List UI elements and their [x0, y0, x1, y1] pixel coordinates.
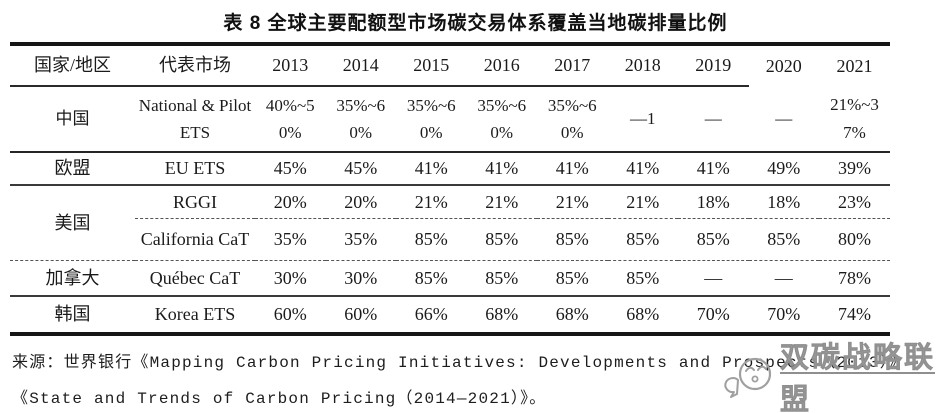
value-cell: 21% [466, 185, 537, 219]
market-cell: EU ETS [135, 152, 255, 186]
value-cell: 35%~60% [396, 86, 467, 153]
column-header-year: 2019 [678, 44, 749, 87]
column-header-year: 2016 [466, 44, 537, 87]
value-cell: 80% [819, 218, 890, 261]
value-cell: 21% [396, 185, 467, 219]
market-cell: California CaT [135, 218, 255, 261]
value-cell: 40%~50% [255, 86, 326, 153]
column-header-year: 2013 [255, 44, 326, 87]
value-cell: 18% [748, 185, 819, 219]
value-cell: 85% [396, 260, 467, 297]
market-cell: Québec CaT [135, 260, 255, 297]
value-cell: 21% [607, 185, 678, 219]
value-cell: 85% [607, 218, 678, 261]
column-header-year: 2017 [537, 44, 608, 87]
value-cell: 68% [555, 304, 589, 325]
table-header-row: 国家/地区 代表市场 2013 2014 2015 2016 2017 2018… [10, 44, 890, 87]
value-cell: 74% [838, 304, 871, 325]
value-cell: 45% [255, 152, 326, 186]
value-cell: 49% [748, 152, 819, 186]
value-cell: 60% [273, 304, 307, 325]
watermark-text: 双碳战略联盟 [780, 342, 936, 413]
watermark: 双碳战略联盟 [724, 342, 951, 413]
column-header-region: 国家/地区 [10, 44, 135, 87]
value-cell: 85% [466, 218, 537, 261]
value-cell: 45% [325, 152, 396, 186]
value-cell: 21% [537, 185, 608, 219]
table-row-us-rggi: 美国 RGGI 20% 20% 21% 21% 21% 21% 18% 18% … [10, 185, 890, 261]
value-cell: 41% [678, 152, 749, 186]
market-cell: National & Pilot ETS [135, 86, 255, 153]
table-row-china: 中国 National & Pilot ETS 40%~50% 35%~60% … [10, 86, 890, 153]
value-cell: 35%~60% [466, 86, 537, 153]
value-cell: 85% [537, 260, 608, 297]
value-cell: 35% [255, 218, 326, 261]
value-cell: 30% [325, 260, 396, 297]
value-cell: — [748, 86, 819, 153]
value-cell: — [678, 260, 749, 297]
column-header-year: 2021 [836, 55, 873, 76]
value-cell: 41% [466, 152, 537, 186]
value-cell: 70% [696, 304, 730, 325]
value-cell: 20% [255, 185, 326, 219]
table-title: 表 8 全球主要配额型市场碳交易体系覆盖当地碳排量比例 [223, 13, 728, 34]
value-cell: 78% [819, 260, 890, 297]
value-cell: — [748, 260, 819, 297]
value-cell: 35%~60% [325, 86, 396, 153]
value-cell: 39% [819, 152, 890, 186]
column-header-year: 2020 [765, 55, 802, 76]
region-cell: 中国 [10, 86, 135, 153]
value-cell: 68% [626, 304, 660, 325]
source-line-2: 《State and Trends of Carbon Pricing（2014… [12, 390, 547, 408]
region-cell: 欧盟 [10, 152, 135, 186]
region-cell: 韩国 [54, 304, 91, 325]
table-row-us-california: California CaT 35% 35% 85% 85% 85% 85% 8… [10, 218, 890, 261]
column-header-year: 2014 [325, 44, 396, 87]
value-cell: 66% [414, 304, 448, 325]
column-header-market: 代表市场 [135, 44, 255, 87]
table-row-korea: 韩国 Korea ETS 60% 60% 66% 68% 68% 68% 70%… [10, 296, 890, 334]
carbon-coverage-table: 国家/地区 代表市场 2013 2014 2015 2016 2017 2018… [10, 42, 890, 336]
value-cell: —1 [607, 86, 678, 153]
source-line-1: 来源：世界银行《Mapping Carbon Pricing Initiativ… [12, 354, 907, 372]
region-cell: 加拿大 [10, 260, 135, 297]
value-cell: 85% [537, 218, 608, 261]
table-row-canada: 加拿大 Québec CaT 30% 30% 85% 85% 85% 85% —… [10, 260, 890, 297]
region-cell: 美国 [10, 185, 135, 261]
market-cell: Korea ETS [154, 304, 236, 325]
value-cell: 60% [344, 304, 378, 325]
value-cell: 41% [537, 152, 608, 186]
value-cell: 85% [678, 218, 749, 261]
value-cell: 23% [819, 185, 890, 219]
column-header-year: 2015 [396, 44, 467, 87]
value-cell: 21%~37% [819, 86, 890, 153]
value-cell: 35% [325, 218, 396, 261]
market-cell: RGGI [135, 185, 255, 219]
table-row-eu: 欧盟 EU ETS 45% 45% 41% 41% 41% 41% 41% 49… [10, 152, 890, 186]
value-cell: 85% [607, 260, 678, 297]
value-cell: 85% [748, 218, 819, 261]
value-cell: 20% [325, 185, 396, 219]
value-cell: 85% [396, 218, 467, 261]
panda-chat-icon [724, 357, 772, 398]
column-header-year: 2018 [607, 44, 678, 87]
value-cell: 41% [396, 152, 467, 186]
value-cell: 18% [678, 185, 749, 219]
value-cell: 68% [485, 304, 519, 325]
value-cell: 41% [607, 152, 678, 186]
value-cell: — [678, 86, 749, 153]
value-cell: 70% [767, 304, 801, 325]
value-cell: 35%~60% [537, 86, 608, 153]
value-cell: 85% [466, 260, 537, 297]
value-cell: 30% [255, 260, 326, 297]
